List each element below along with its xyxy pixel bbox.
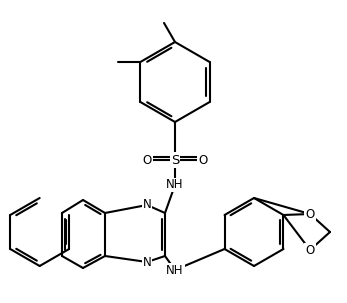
Text: NH: NH (166, 264, 184, 277)
Text: NH: NH (166, 178, 184, 191)
Text: N: N (143, 198, 151, 211)
Text: O: O (305, 244, 315, 257)
Text: N: N (143, 255, 151, 268)
Text: O: O (142, 154, 152, 167)
Text: O: O (198, 154, 208, 167)
Text: O: O (305, 208, 315, 221)
Text: S: S (171, 154, 179, 167)
